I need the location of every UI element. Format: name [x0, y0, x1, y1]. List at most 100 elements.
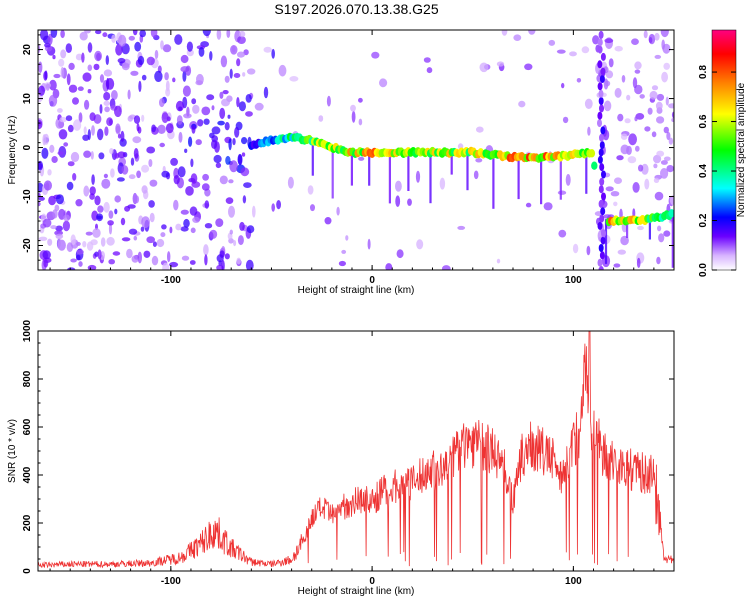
- spectrogram-noise-blob: [189, 260, 196, 265]
- spectrogram-noise-blob: [350, 104, 356, 112]
- spectrogram-noise-blob: [170, 157, 179, 166]
- y-tick-label: -20: [22, 238, 33, 253]
- spectrogram-noise-blob: [669, 195, 674, 206]
- spectrogram-noise-blob: [198, 46, 205, 57]
- spectrogram-noise-blob: [55, 233, 64, 239]
- spectrogram-noise-blob: [658, 233, 665, 243]
- spectrogram-noise-blob: [176, 115, 183, 125]
- spectrogram-ridge-point: [588, 149, 596, 158]
- spectrogram-noise-blob: [604, 80, 611, 87]
- snr-x-axis-title: Height of straight line (km): [298, 586, 415, 597]
- spectrogram-noise-blob: [87, 64, 93, 72]
- spectrogram-noise-blob: [501, 30, 508, 36]
- x-tick-label: 100: [565, 576, 582, 587]
- spectrogram-noise-blob: [43, 259, 49, 268]
- spectrogram-noise-blob: [656, 116, 665, 124]
- spectrogram-noise-blob: [635, 145, 640, 152]
- spectrogram-noise-blob: [78, 112, 83, 123]
- spectrogram-streak: [492, 154, 495, 209]
- spectrogram-noise-blob: [43, 180, 53, 191]
- spectrogram-noise-blob: [169, 261, 179, 268]
- spectrogram-noise-blob: [215, 218, 224, 228]
- y-tick-label: 0: [22, 568, 33, 574]
- spectrogram-noise-blob: [55, 194, 64, 205]
- y-tick-label: 200: [22, 514, 33, 531]
- spectrogram-noise-blob: [241, 137, 248, 145]
- spectrogram-noise-blob: [562, 116, 569, 124]
- spectrogram-noise-blob: [137, 251, 142, 264]
- spectrogram-noise-blob: [84, 99, 90, 110]
- spectrogram-noise-blob: [192, 216, 201, 223]
- spectrogram-noise-blob: [614, 45, 623, 52]
- spectrogram-noise-blob: [60, 30, 65, 39]
- spectrogram-noise-blob: [638, 164, 644, 172]
- spectrogram-noise-blob: [107, 220, 114, 226]
- spectrogram-noise-blob: [191, 124, 196, 134]
- spectrogram-noise-blob: [473, 170, 479, 180]
- spectrogram-noise-blob: [617, 113, 624, 122]
- spectrogram-noise-blob: [351, 110, 356, 123]
- spectrogram-noise-blob: [47, 33, 53, 46]
- spectrogram-noise-blob: [70, 234, 76, 246]
- spectrogram-noise-blob: [557, 190, 567, 195]
- spectrogram-noise-blob: [141, 164, 150, 173]
- spectrogram-column-blob: [598, 244, 604, 252]
- spectrogram-noise-blob: [188, 136, 193, 147]
- spectrogram-noise-blob: [195, 139, 202, 146]
- spectrogram-noise-blob: [99, 104, 103, 114]
- spectrogram-noise-blob: [104, 106, 110, 113]
- spectrogram-noise-blob: [475, 158, 483, 163]
- spectrogram-noise-blob: [72, 173, 77, 181]
- spectrogram-column-blob: [597, 45, 603, 54]
- spectrogram-noise-blob: [115, 44, 123, 56]
- spectrogram-noise-blob: [395, 180, 402, 192]
- spectrogram-noise-blob: [41, 147, 49, 159]
- spectrogram-y-axis-title: Frequency (Hz): [7, 116, 18, 185]
- spectrogram-noise-blob: [229, 229, 233, 235]
- spectrogram-noise-blob: [156, 238, 165, 248]
- spectrogram-noise-blob: [189, 206, 198, 216]
- spectrogram-column-blob: [600, 52, 606, 61]
- spectrogram-noise-blob: [655, 101, 663, 111]
- spectrogram-noise-blob: [159, 98, 165, 108]
- spectrogram-noise-blob: [38, 196, 45, 201]
- spectrogram-noise-blob: [671, 118, 674, 122]
- spectrogram-noise-blob: [651, 131, 657, 138]
- x-tick-label: 100: [565, 275, 582, 286]
- spectrogram-noise-blob: [513, 34, 522, 41]
- spectrogram-streak: [604, 219, 608, 264]
- spectrogram-noise-blob: [371, 51, 380, 59]
- spectrogram-noise-blob: [219, 91, 224, 99]
- spectrogram-noise-blob: [134, 41, 142, 52]
- spectrogram-noise-blob: [143, 250, 151, 258]
- spectrogram-noise-blob: [173, 175, 180, 185]
- spectrogram-noise-blob: [130, 70, 139, 76]
- spectrogram-noise-blob: [87, 42, 93, 53]
- spectrogram-noise-blob: [632, 182, 640, 193]
- spectrogram-noise-blob: [211, 126, 221, 135]
- spectrogram-noise-blob: [141, 216, 151, 229]
- spectrogram-noise-blob: [185, 65, 192, 76]
- spectrogram-noise-blob: [157, 124, 166, 134]
- spectrogram-noise-blob: [614, 87, 622, 98]
- spectrogram-column-blob: [601, 170, 606, 179]
- spectrogram-noise-blob: [263, 46, 272, 53]
- spectrogram-noise-blob: [621, 75, 626, 83]
- figure-title: S197.2026.070.13.38.G25: [274, 1, 439, 17]
- spectrogram-noise-blob: [68, 62, 75, 70]
- spectrogram-column-blob: [600, 236, 606, 245]
- spectrogram-noise-blob: [40, 30, 49, 41]
- spectrogram-noise-blob: [641, 163, 649, 175]
- spectrogram-noise-blob: [647, 107, 653, 115]
- spectrogram-noise-blob: [660, 30, 669, 38]
- spectrogram-noise-blob: [581, 46, 590, 54]
- spectrogram-column-blob: [599, 104, 604, 113]
- spectrogram-streak: [350, 152, 353, 186]
- spectrogram-noise-blob: [57, 151, 64, 156]
- spectrogram-ridge-point: [668, 209, 674, 218]
- spectrogram-noise-blob: [525, 202, 532, 208]
- spectrogram-noise-blob: [358, 97, 363, 103]
- spectrogram-noise-blob: [103, 100, 110, 106]
- spectrogram-noise-blob: [148, 159, 153, 167]
